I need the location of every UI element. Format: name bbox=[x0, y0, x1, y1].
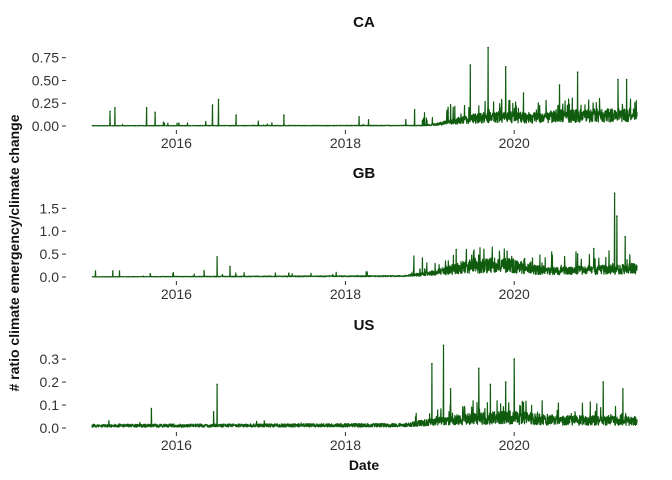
data-point bbox=[576, 71, 579, 73]
y-tick-label: 1.5 bbox=[40, 200, 60, 216]
x-axis-title: Date bbox=[349, 457, 380, 473]
x-tick-label: 2018 bbox=[330, 437, 361, 453]
y-tick-label: 0.25 bbox=[32, 95, 59, 111]
data-point bbox=[617, 78, 619, 81]
data-point bbox=[622, 388, 624, 390]
series-line-us bbox=[91, 344, 638, 429]
data-point bbox=[487, 46, 489, 49]
data-point bbox=[489, 383, 492, 386]
panel-title: GB bbox=[353, 165, 376, 182]
data-point bbox=[150, 407, 153, 410]
y-tick-label: 0.50 bbox=[32, 72, 59, 88]
data-point bbox=[216, 256, 218, 258]
x-tick-label: 2018 bbox=[330, 286, 361, 302]
data-point bbox=[211, 104, 214, 106]
data-point bbox=[431, 362, 433, 365]
data-point bbox=[145, 107, 148, 109]
data-point bbox=[478, 255, 480, 258]
data-point bbox=[235, 114, 237, 116]
data-point bbox=[478, 367, 480, 370]
data-point bbox=[358, 116, 360, 118]
panel-us: US 0.0 0.1 0.2 0.3 2016 2018 2020 bbox=[40, 317, 638, 453]
x-tick-label: 2018 bbox=[330, 135, 361, 151]
data-point bbox=[283, 114, 285, 116]
x-tick-label: 2016 bbox=[161, 135, 192, 151]
data-point bbox=[558, 84, 561, 86]
data-point bbox=[114, 107, 116, 109]
data-point bbox=[504, 381, 507, 383]
data-point bbox=[449, 388, 452, 390]
y-tick-label: 0.75 bbox=[32, 50, 59, 66]
data-point bbox=[504, 66, 507, 68]
data-point bbox=[216, 383, 218, 386]
y-tick-label: 0.0 bbox=[40, 420, 60, 436]
data-point bbox=[447, 111, 449, 114]
x-tick-label: 2020 bbox=[499, 135, 530, 151]
y-tick-label: 1.0 bbox=[40, 223, 60, 239]
data-point bbox=[263, 420, 266, 422]
data-point bbox=[288, 272, 290, 275]
y-tick-label: 0.5 bbox=[40, 246, 60, 262]
data-point bbox=[624, 235, 626, 238]
data-point bbox=[212, 411, 215, 413]
data-point bbox=[442, 344, 445, 347]
data-point bbox=[593, 247, 595, 250]
y-tick-label: 0.1 bbox=[40, 397, 60, 413]
panel-title: US bbox=[354, 317, 375, 334]
data-point bbox=[602, 381, 604, 383]
y-tick-label: 0.00 bbox=[32, 118, 59, 134]
data-point bbox=[576, 253, 579, 255]
panel-ca: CA 0.00 0.25 0.50 0.75 2016 2018 2020 bbox=[32, 14, 638, 151]
x-tick-label: 2020 bbox=[499, 437, 530, 453]
data-point bbox=[108, 420, 110, 422]
series-line-gb bbox=[91, 192, 638, 278]
series-line-ca bbox=[91, 47, 638, 127]
x-tick-label: 2016 bbox=[161, 286, 192, 302]
data-point bbox=[455, 248, 458, 251]
panel-title: CA bbox=[353, 14, 375, 31]
data-point bbox=[229, 265, 231, 268]
data-point bbox=[522, 401, 525, 404]
data-point bbox=[513, 358, 515, 360]
data-point bbox=[625, 78, 628, 81]
y-tick-label: 0.0 bbox=[40, 269, 60, 285]
data-point bbox=[616, 215, 618, 217]
y-tick-label: 0.3 bbox=[40, 351, 60, 367]
data-point bbox=[217, 98, 220, 101]
data-point bbox=[613, 192, 616, 194]
data-point bbox=[154, 111, 156, 114]
data-point bbox=[469, 64, 472, 66]
y-tick-label: 0.2 bbox=[40, 374, 60, 390]
data-point bbox=[149, 273, 152, 275]
data-point bbox=[522, 92, 525, 94]
panel-gb: GB 0.0 0.5 1.0 1.5 2016 2018 2020 bbox=[40, 165, 638, 302]
data-point bbox=[365, 271, 368, 273]
x-tick-label: 2020 bbox=[499, 286, 530, 302]
y-axis-title: # ratio climate emergency/climate change bbox=[6, 114, 22, 391]
data-point bbox=[523, 257, 526, 260]
x-tick-label: 2016 bbox=[161, 437, 192, 453]
data-point bbox=[109, 110, 111, 113]
data-point bbox=[506, 250, 508, 253]
